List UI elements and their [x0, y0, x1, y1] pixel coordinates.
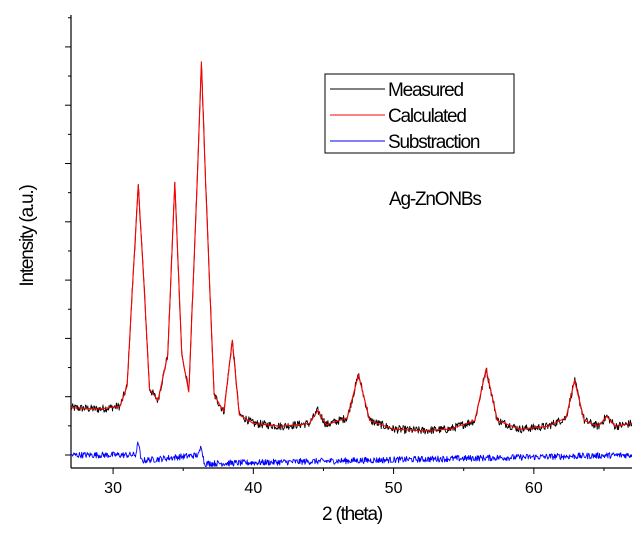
x-tick-label: 30: [104, 480, 122, 497]
legend-label-measured: Measured: [388, 80, 464, 101]
legend-box: [324, 73, 515, 154]
x-axis-ticks: 30 40 50 60: [104, 468, 605, 497]
legend: Measured Calculated Substraction: [324, 73, 515, 154]
x-tick-label: 50: [385, 480, 403, 497]
legend-label-calculated: Calculated: [388, 106, 466, 127]
sample-annotation: Ag-ZnONBs: [389, 189, 481, 210]
y-axis-ticks: [65, 17, 71, 456]
series-line-calculated: [70, 61, 632, 432]
x-axis-title: 2 (theta): [322, 504, 383, 525]
x-tick-label: 60: [525, 480, 543, 497]
y-axis-title: Intensity (a.u.): [17, 185, 38, 287]
series-layer: [70, 61, 632, 468]
x-tick-label: 40: [244, 480, 262, 497]
series-line-substraction: [70, 441, 632, 468]
plot-frame: [70, 15, 632, 469]
legend-label-substraction: Substraction: [388, 132, 480, 153]
